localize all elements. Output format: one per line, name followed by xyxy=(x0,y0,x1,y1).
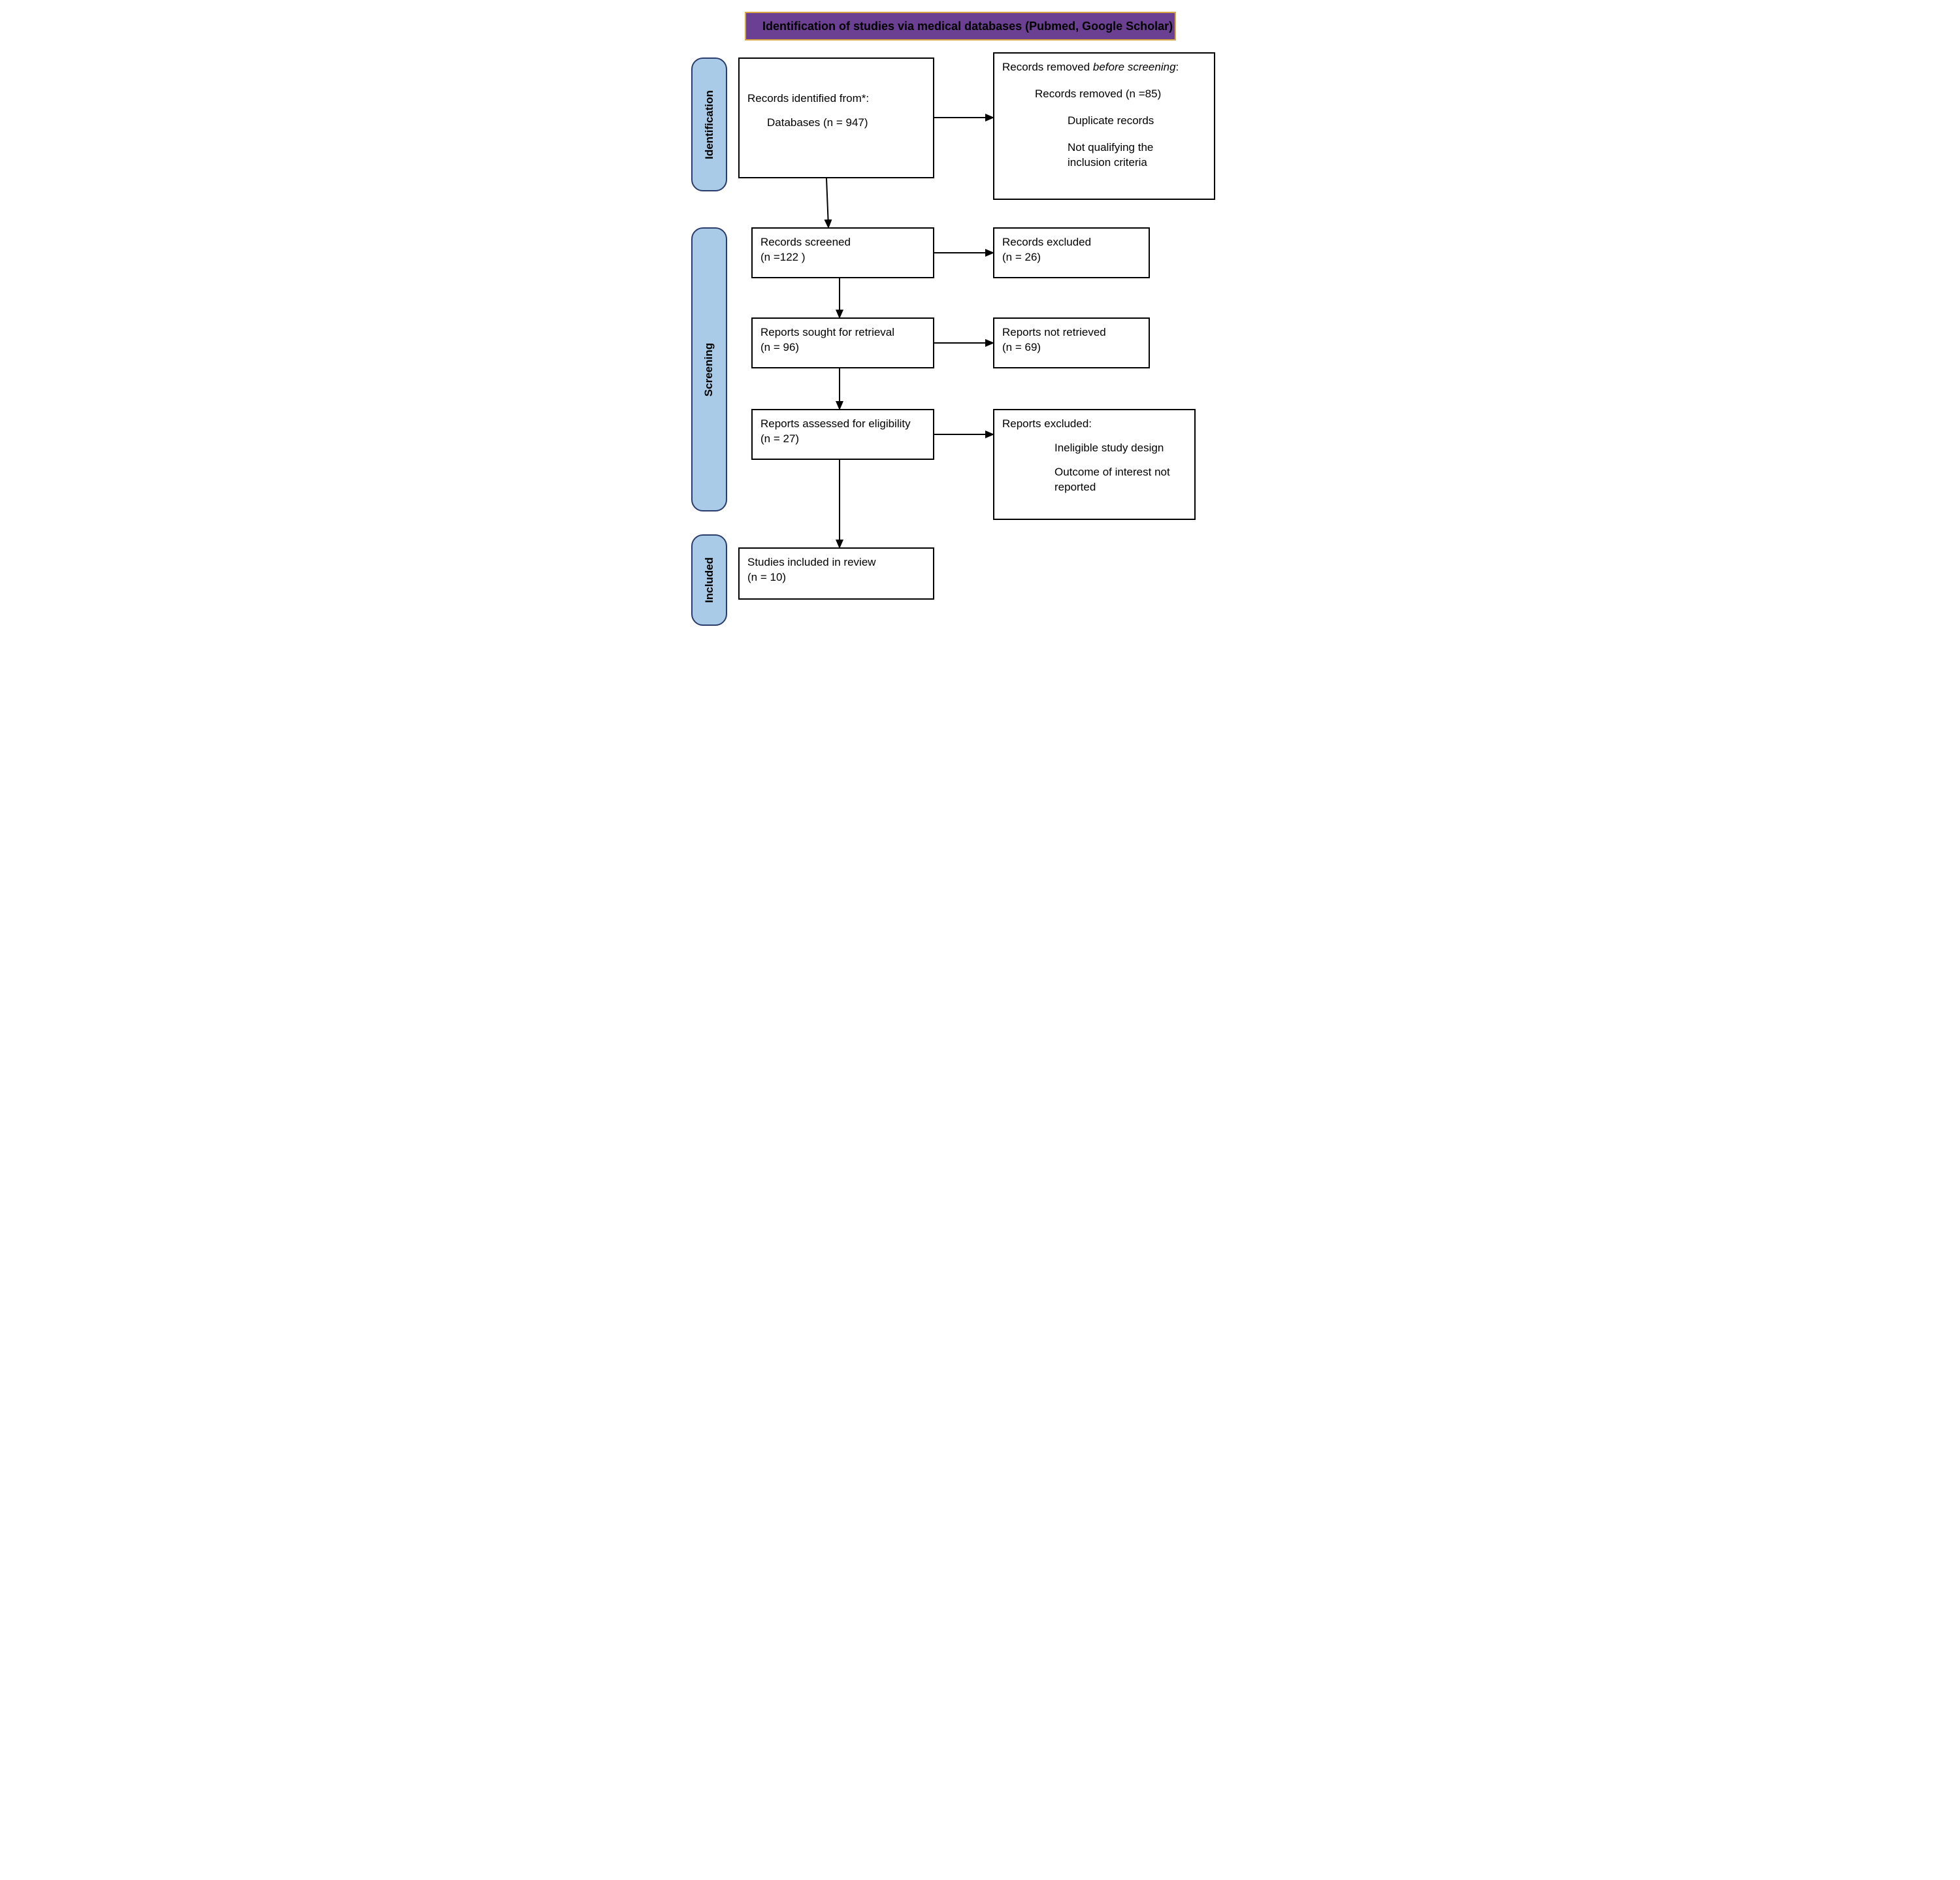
node-removed-line4: Not qualifying the inclusion criteria xyxy=(1068,140,1192,170)
node-removed-line3: Duplicate records xyxy=(1068,114,1206,129)
node-excluded2-line3: Outcome of interest not reported xyxy=(1054,465,1179,495)
node-included-line1: Studies included in review xyxy=(747,555,925,570)
node-removed: Records removed before screening: Record… xyxy=(993,52,1215,200)
node-retrieval-line2: (n = 96) xyxy=(760,340,925,355)
node-removed-line1a: Records removed xyxy=(1002,61,1093,73)
title-text: Identification of studies via medical da… xyxy=(762,20,1173,33)
stage-screening-text: Screening xyxy=(703,342,716,396)
stage-included-text: Included xyxy=(703,557,716,603)
node-assessed-line2: (n = 27) xyxy=(760,432,925,447)
node-excluded2: Reports excluded: Ineligible study desig… xyxy=(993,409,1196,520)
node-screened-line2: (n =122 ) xyxy=(760,250,925,265)
node-identified-line1: Records identified from*: xyxy=(747,91,925,106)
node-identified-line2: Databases (n = 947) xyxy=(767,116,925,131)
node-excluded: Records excluded (n = 26) xyxy=(993,227,1150,278)
node-identified: Records identified from*: Databases (n =… xyxy=(738,57,934,178)
node-not-retrieved: Reports not retrieved (n = 69) xyxy=(993,317,1150,368)
node-not-retrieved-line2: (n = 69) xyxy=(1002,340,1141,355)
stage-identification-text: Identification xyxy=(703,90,716,159)
node-excluded2-line2: Ineligible study design xyxy=(1054,441,1166,456)
node-screened-line1: Records screened xyxy=(760,235,925,250)
node-removed-line1c: : xyxy=(1176,61,1179,73)
stage-screening: Screening xyxy=(691,227,727,511)
node-excluded-line1: Records excluded xyxy=(1002,235,1141,250)
node-removed-line1b: before screening xyxy=(1093,61,1176,73)
node-removed-line1: Records removed before screening: xyxy=(1002,60,1206,75)
stage-identification: Identification xyxy=(691,57,727,191)
node-assessed: Reports assessed for eligibility (n = 27… xyxy=(751,409,934,460)
node-excluded2-line1: Reports excluded: xyxy=(1002,417,1186,432)
prisma-flowchart: Identification of studies via medical da… xyxy=(653,5,1307,632)
node-retrieval-line1: Reports sought for retrieval xyxy=(760,325,925,340)
node-included-line2: (n = 10) xyxy=(747,570,925,585)
node-excluded-line2: (n = 26) xyxy=(1002,250,1141,265)
node-included: Studies included in review (n = 10) xyxy=(738,547,934,600)
node-screened: Records screened (n =122 ) xyxy=(751,227,934,278)
node-removed-line2: Records removed (n =85) xyxy=(1035,87,1206,102)
node-assessed-line1: Reports assessed for eligibility xyxy=(760,417,925,432)
node-retrieval: Reports sought for retrieval (n = 96) xyxy=(751,317,934,368)
node-not-retrieved-line1: Reports not retrieved xyxy=(1002,325,1141,340)
stage-included: Included xyxy=(691,534,727,626)
title-banner: Identification of studies via medical da… xyxy=(745,12,1176,41)
